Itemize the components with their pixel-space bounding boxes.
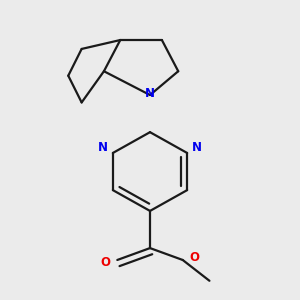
Text: O: O [100,256,110,269]
Text: N: N [192,141,202,154]
Text: N: N [145,87,155,100]
Text: N: N [98,141,108,154]
Text: O: O [189,251,199,264]
